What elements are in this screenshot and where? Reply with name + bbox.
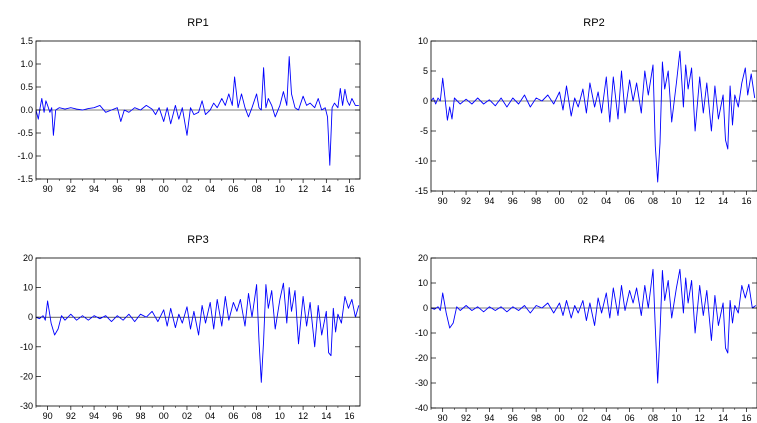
- x-tick-label: 08: [648, 413, 658, 423]
- x-tick-label: 92: [461, 413, 471, 423]
- x-tick-label: 00: [159, 184, 169, 194]
- x-tick-label: 16: [741, 413, 751, 423]
- x-tick-label: 14: [321, 411, 331, 421]
- x-tick-label: 10: [275, 411, 285, 421]
- x-tick-label: 94: [484, 413, 494, 423]
- x-tick-label: 14: [718, 196, 728, 206]
- x-tick-label: 02: [182, 184, 192, 194]
- x-tick-label: 10: [275, 184, 285, 194]
- x-tick-label: 14: [718, 413, 728, 423]
- x-tick-label: 12: [695, 413, 705, 423]
- chart-panel-4: RP4 -40 -30 -20 -10 0 10 20 90 92 94 96 98 00 02 04 06 08…: [415, 234, 757, 423]
- chart-title: RP2: [583, 17, 604, 29]
- y-tick-label: -15: [415, 186, 428, 196]
- x-tick-label: 16: [741, 196, 751, 206]
- x-tick-label: 94: [89, 411, 99, 421]
- x-tick-label: 98: [531, 413, 541, 423]
- x-tick-label: 94: [89, 184, 99, 194]
- x-tick-label: 92: [66, 411, 76, 421]
- y-tick-label: 5: [423, 66, 428, 76]
- x-tick-label: 04: [601, 413, 611, 423]
- x-tick-label: 12: [298, 184, 308, 194]
- y-tick-label: -1.0: [17, 151, 33, 161]
- series-line: [35, 282, 360, 383]
- x-tick-label: 00: [555, 413, 565, 423]
- x-tick-label: 12: [298, 411, 308, 421]
- y-tick-label: 0: [423, 303, 428, 313]
- chart-panel-2: RP2 -15 -10 -5 0 5 10 90 92 94 96 98 00 02 04 06 08 10 12 1…: [415, 17, 757, 206]
- x-tick-label: 00: [555, 196, 565, 206]
- chart-panel-3: RP3 -30 -20 -10 0 10 20 90 92 94 96 98 00 02 04 06 08 10 1…: [20, 234, 361, 421]
- x-tick-label: 08: [252, 184, 262, 194]
- x-tick-label: 10: [671, 196, 681, 206]
- series-line: [35, 56, 359, 166]
- y-tick-label: -10: [20, 342, 33, 352]
- y-tick-label: -30: [415, 378, 428, 388]
- y-tick-label: 10: [23, 283, 33, 293]
- y-tick-label: 0.0: [20, 105, 33, 115]
- x-tick-label: 90: [438, 196, 448, 206]
- plot-frame: [35, 257, 361, 407]
- y-tick-label: -30: [20, 401, 33, 411]
- x-tick-label: 98: [136, 184, 146, 194]
- x-tick-label: 98: [136, 411, 146, 421]
- x-tick-label: 08: [648, 196, 658, 206]
- x-tick-label: 10: [671, 413, 681, 423]
- y-tick-label: -40: [415, 403, 428, 413]
- x-tick-label: 06: [625, 196, 635, 206]
- y-tick-label: 0.5: [20, 82, 33, 92]
- chart-title: RP4: [583, 234, 604, 246]
- x-tick-label: 04: [205, 184, 215, 194]
- y-tick-label: 1.0: [20, 59, 33, 69]
- series-line: [430, 268, 757, 384]
- x-tick-label: 02: [578, 196, 588, 206]
- x-tick-label: 90: [43, 184, 53, 194]
- x-tick-label: 04: [601, 196, 611, 206]
- x-tick-label: 08: [252, 411, 262, 421]
- x-tick-label: 98: [531, 196, 541, 206]
- y-tick-label: 10: [418, 278, 428, 288]
- y-tick-label: 10: [418, 36, 428, 46]
- x-tick-label: 92: [66, 184, 76, 194]
- y-tick-label: -1.5: [17, 174, 33, 184]
- x-tick-label: 96: [508, 413, 518, 423]
- x-tick-label: 16: [345, 184, 355, 194]
- x-tick-label: 94: [484, 196, 494, 206]
- y-tick-label: -10: [415, 328, 428, 338]
- x-tick-label: 16: [345, 411, 355, 421]
- x-tick-label: 90: [438, 413, 448, 423]
- y-tick-label: -20: [415, 353, 428, 363]
- plot-frame: [430, 257, 757, 409]
- y-tick-label: 20: [418, 253, 428, 263]
- x-tick-label: 06: [228, 184, 238, 194]
- y-tick-label: -20: [20, 371, 33, 381]
- x-tick-label: 96: [508, 196, 518, 206]
- x-tick-label: 12: [695, 196, 705, 206]
- x-tick-label: 04: [205, 411, 215, 421]
- y-tick-label: 0: [28, 312, 33, 322]
- plot-frame: [430, 40, 757, 192]
- y-tick-label: 0: [423, 96, 428, 106]
- x-tick-label: 90: [43, 411, 53, 421]
- x-tick-label: 96: [112, 411, 122, 421]
- series-line: [430, 50, 756, 183]
- x-tick-label: 14: [321, 184, 331, 194]
- x-tick-label: 06: [625, 413, 635, 423]
- y-tick-label: 20: [23, 253, 33, 263]
- chart-title: RP3: [187, 234, 208, 246]
- chart-title: RP1: [187, 17, 208, 29]
- x-tick-label: 00: [159, 411, 169, 421]
- x-tick-label: 92: [461, 196, 471, 206]
- x-tick-label: 96: [112, 184, 122, 194]
- x-tick-label: 02: [182, 411, 192, 421]
- y-tick-label: 1.5: [20, 36, 33, 46]
- chart-panel-1: RP1 -1.5 -1.0 -0.5 0.0 0.5 1.0 1.5 90 92 94 96 98 00 0…: [17, 17, 361, 194]
- y-tick-label: -5: [420, 126, 428, 136]
- y-tick-label: -10: [415, 156, 428, 166]
- y-tick-label: -0.5: [17, 128, 33, 138]
- x-tick-label: 06: [228, 411, 238, 421]
- x-tick-label: 02: [578, 413, 588, 423]
